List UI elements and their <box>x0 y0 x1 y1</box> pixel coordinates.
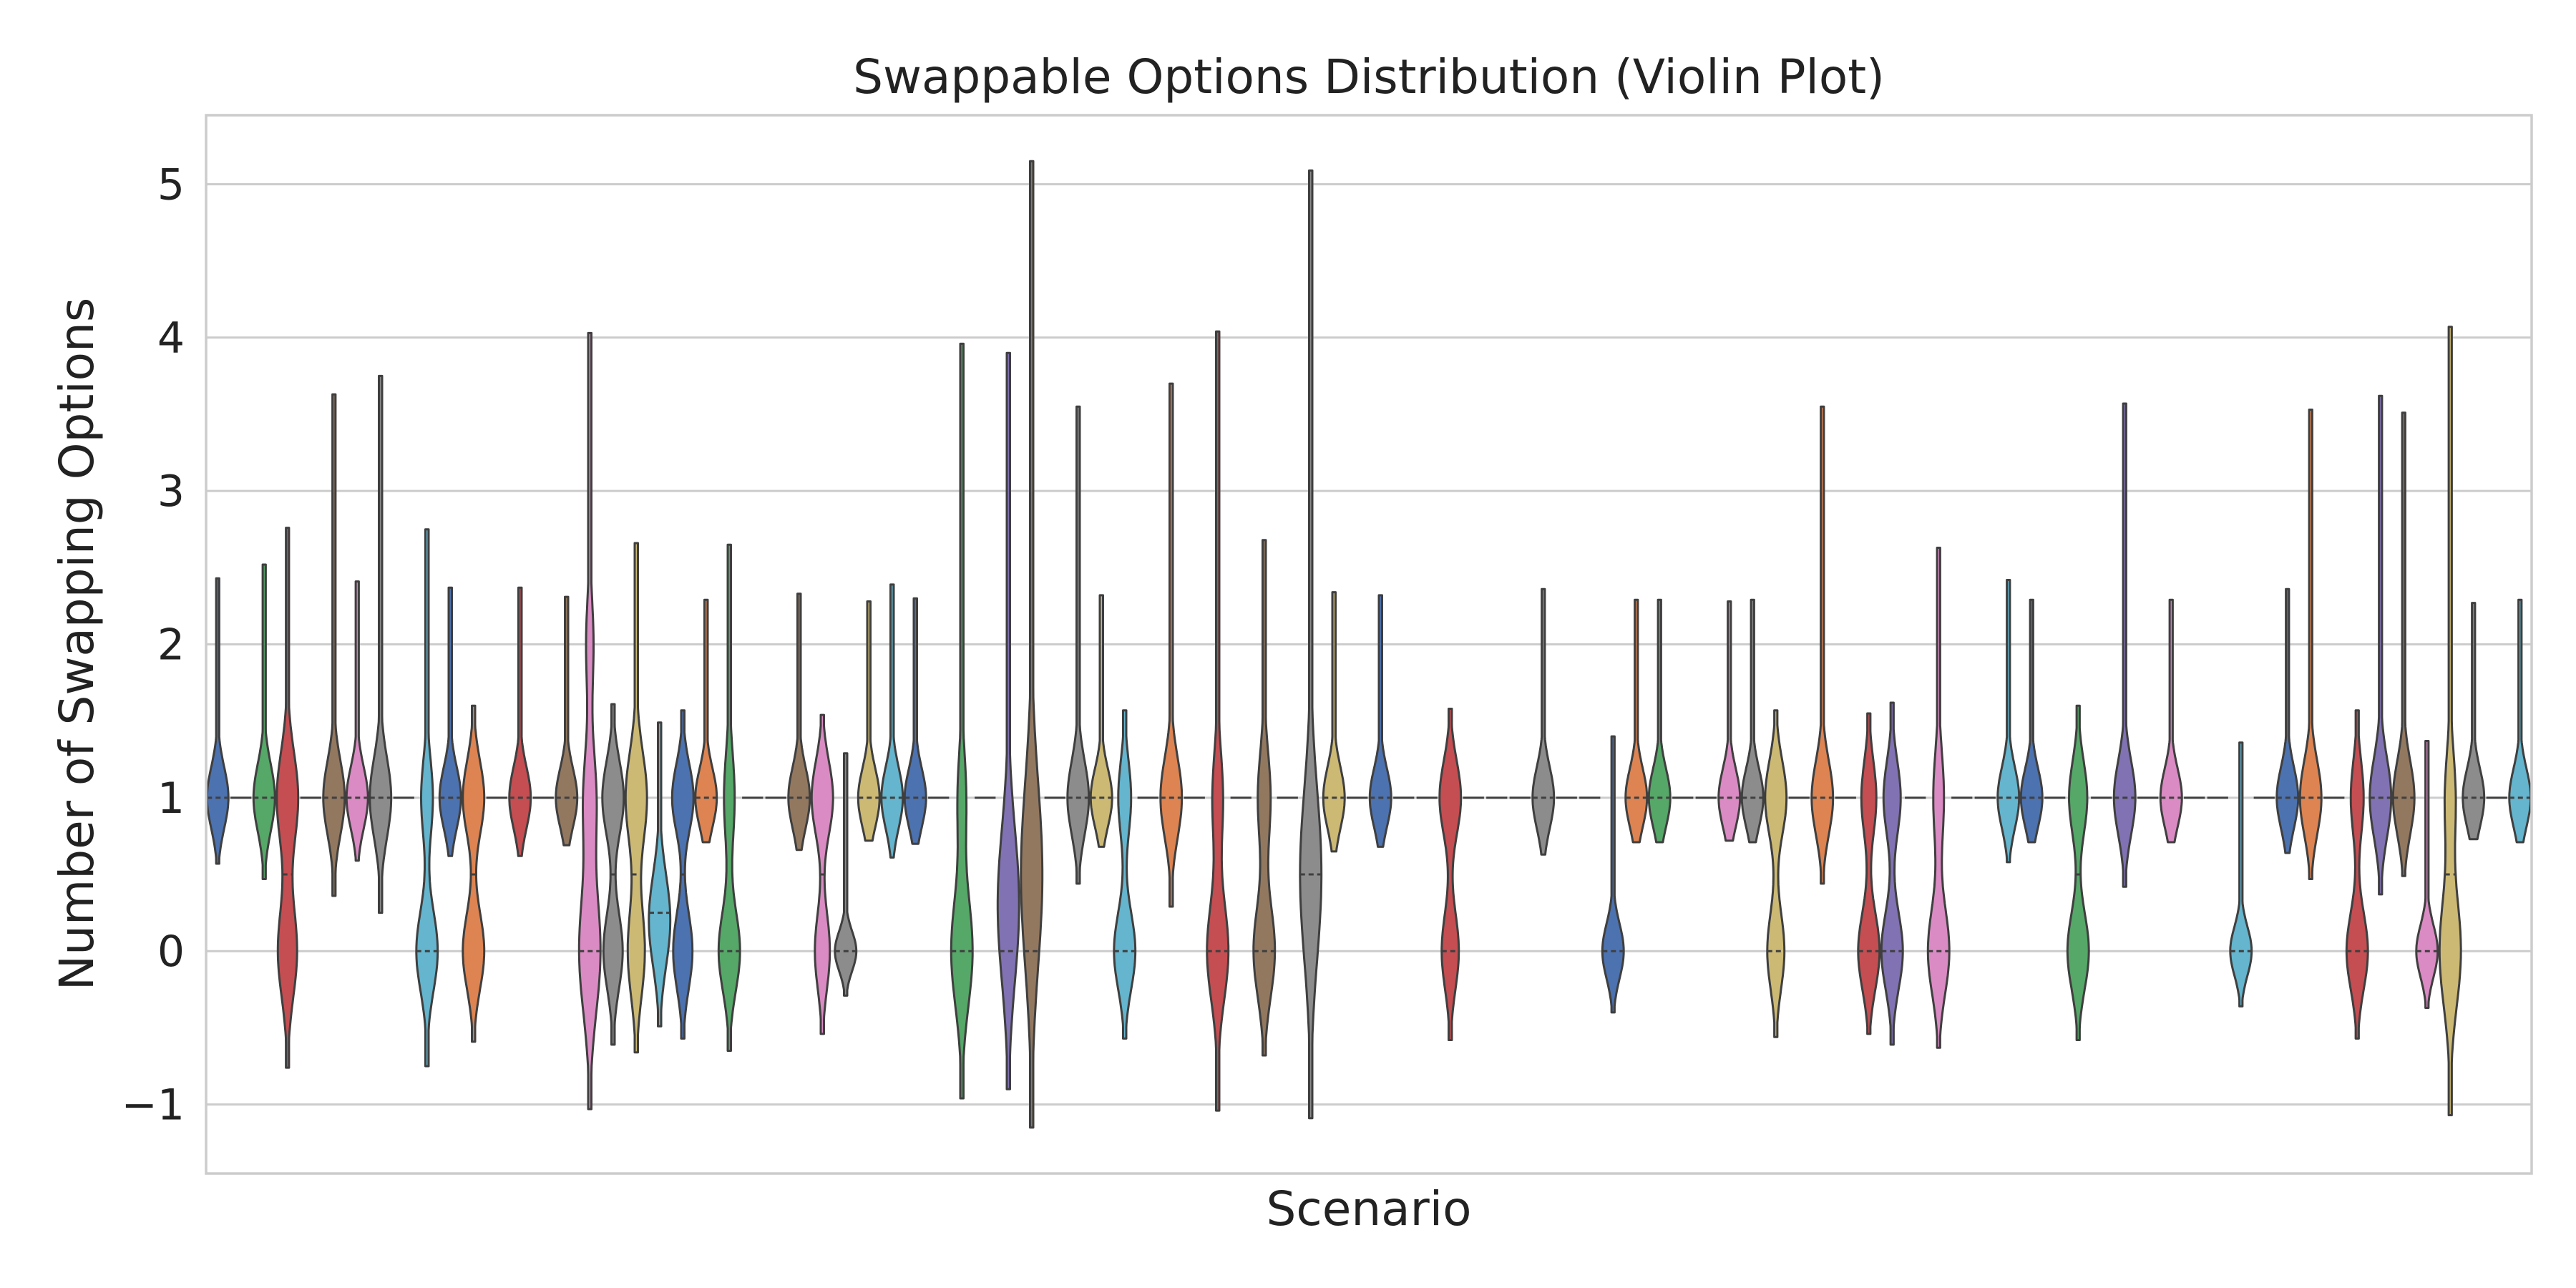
violin-shape <box>2112 402 2137 888</box>
violin-shape <box>903 597 927 845</box>
violin-shape <box>2415 740 2439 1009</box>
violin-shape <box>2019 598 2044 844</box>
violin-shape <box>648 721 672 1028</box>
violin-shape <box>2275 587 2300 854</box>
violin-shape <box>787 592 811 852</box>
violin-shape <box>322 393 346 897</box>
violin-shape <box>1206 330 1230 1112</box>
violin-shape <box>996 351 1020 1091</box>
y-tick-label: −1 <box>122 1080 185 1131</box>
violin-shape <box>1322 591 1346 853</box>
violin-shape <box>1810 405 1835 885</box>
violin-shape <box>1113 709 1137 1040</box>
violin-shape <box>880 583 904 859</box>
violin-shape <box>1764 709 1788 1038</box>
violin-shape <box>834 752 858 997</box>
chart-title: Swappable Options Distribution (Violin P… <box>853 49 1885 104</box>
violin-shape <box>694 598 718 844</box>
violin-shape <box>2508 598 2532 844</box>
violin-shape <box>438 586 462 857</box>
violin-shape <box>1624 598 1649 844</box>
y-tick-label: 1 <box>157 774 185 824</box>
y-tick-label: 2 <box>157 620 185 670</box>
violin-shape <box>2066 704 2090 1041</box>
violin-shape <box>1926 547 1951 1049</box>
plot-frame <box>205 114 2533 1175</box>
violin-shape <box>1020 160 1044 1129</box>
violin-shape <box>1531 587 1556 856</box>
violin-shape <box>1252 539 1277 1057</box>
violin-shape <box>1066 405 1091 885</box>
violin-shape <box>2391 411 2416 877</box>
violin-shape <box>1159 382 1184 908</box>
violin-shape <box>1368 594 1392 848</box>
violin-shape <box>345 580 369 862</box>
violin-shape <box>717 543 741 1052</box>
violin-shape <box>1647 598 1672 844</box>
violin-shape <box>1601 735 1625 1014</box>
violin-shape <box>1996 579 2021 864</box>
violin-shape <box>2368 394 2393 896</box>
violin-shape <box>369 374 393 914</box>
y-axis-label: Number of Swapping Options <box>49 298 104 991</box>
y-tick-label: 0 <box>157 927 185 977</box>
violin-shape <box>205 577 230 865</box>
violin-shape <box>1299 169 1323 1120</box>
violin-shape <box>1438 708 1463 1041</box>
violin-shape <box>275 527 300 1069</box>
violin-shape <box>1740 598 1765 844</box>
x-axis-label: Scenario <box>1267 1181 1472 1236</box>
violin-shape <box>624 542 648 1054</box>
violin-shape <box>508 586 532 857</box>
violin-shape <box>555 595 579 847</box>
violin-shape <box>950 342 974 1100</box>
violin-shape <box>1857 712 1881 1035</box>
y-tick-labels: −1 0 1 2 3 4 5 <box>122 160 185 1130</box>
y-tick-label: 5 <box>157 160 185 210</box>
violin-shape <box>1717 600 1742 842</box>
violin-shape <box>2345 709 2369 1040</box>
violin-shape <box>2229 741 2253 1008</box>
violin-shape <box>252 563 276 880</box>
violin-shape <box>415 528 439 1068</box>
violin-shape <box>577 331 602 1111</box>
violin-shape <box>2438 326 2462 1116</box>
violin-shape <box>2298 409 2323 880</box>
y-tick-label: 3 <box>157 467 185 517</box>
violin-shape <box>1880 701 1904 1046</box>
violin-shape <box>2462 602 2486 841</box>
violin-shape <box>857 600 881 842</box>
y-tick-label: 4 <box>157 313 185 364</box>
violin-shape <box>1089 594 1113 848</box>
violin-shape <box>2159 598 2183 844</box>
violins-layer <box>205 160 2532 1129</box>
